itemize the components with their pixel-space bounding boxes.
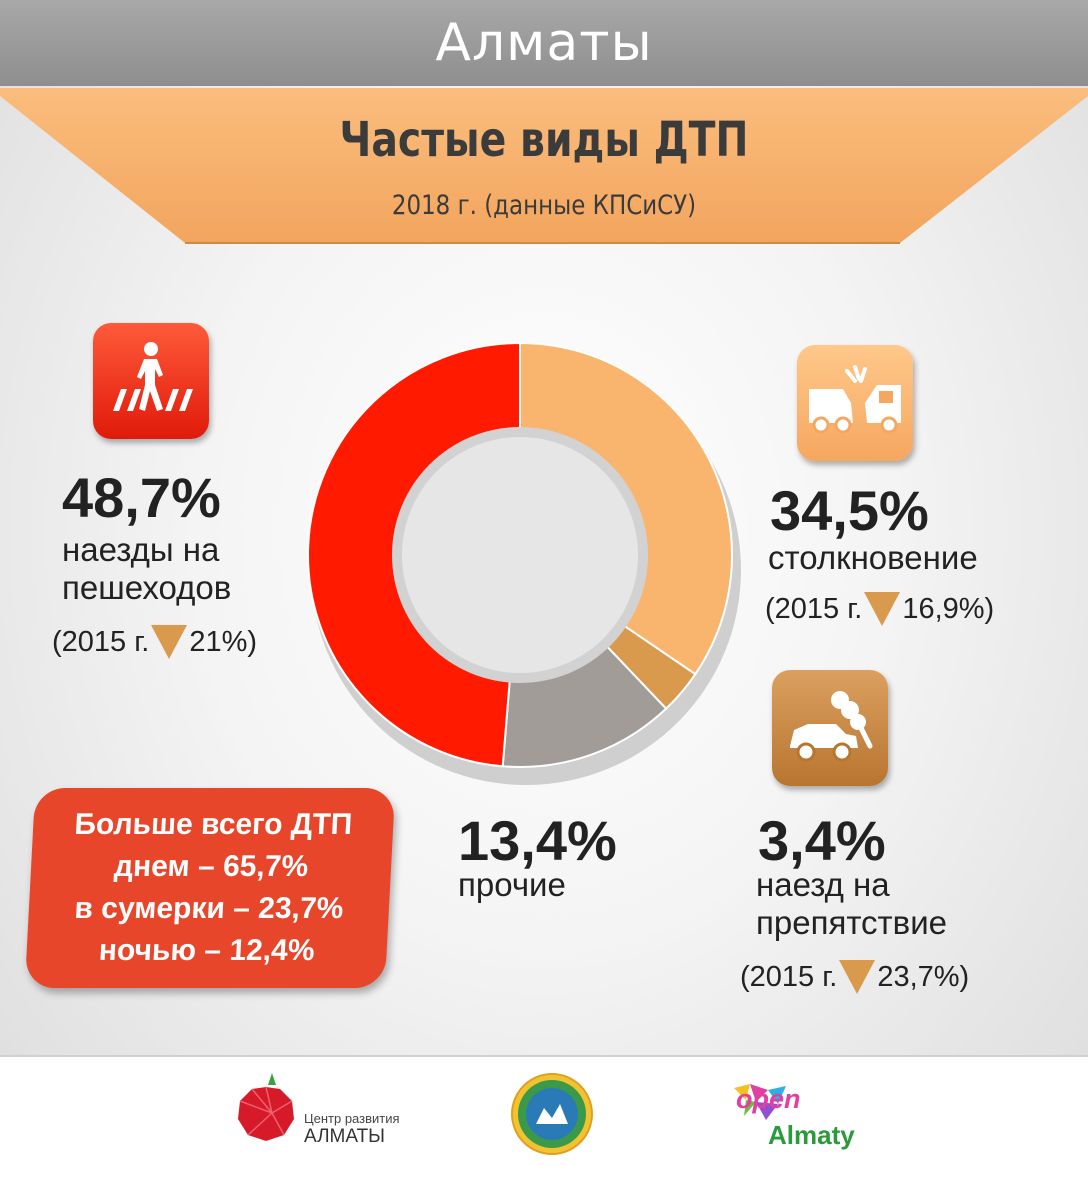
- callout-line1: Больше всего ДТП: [73, 808, 354, 841]
- obstacle-label-line1: наезд на: [756, 866, 890, 903]
- open-almaty-mosaic-icon: [734, 1084, 786, 1120]
- down-triangle-icon: [839, 960, 876, 994]
- car-collision-icon: [809, 365, 901, 434]
- pedestrian-comparison: (2015 г. 21%): [52, 625, 257, 659]
- logo1-line2: АЛМАТЫ: [304, 1126, 386, 1147]
- top-bar: Алматы: [0, 0, 1088, 86]
- collision-tile: [797, 345, 913, 461]
- obstacle-percent: 3,4%: [758, 809, 886, 872]
- collision-percent: 34,5%: [770, 479, 929, 542]
- logo3-open: open: [736, 1084, 801, 1114]
- collision-label: столкновение: [768, 539, 978, 576]
- center-development-logo: Центр развития АЛМАТЫ: [232, 1069, 400, 1164]
- car-obstacle-icon: [790, 691, 873, 762]
- logo1-line1: Центр развития: [304, 1111, 400, 1126]
- down-triangle-icon: [151, 625, 188, 659]
- almaty-emblem-icon: [511, 1073, 593, 1155]
- obstacle-tile: [772, 670, 888, 786]
- pedestrian-tile: [93, 323, 209, 439]
- callout-line3: в сумерки – 23,7%: [73, 892, 345, 925]
- red-gem-logo-icon: [238, 1073, 294, 1141]
- collision-cmp-prefix: (2015 г.: [765, 592, 863, 625]
- callout-line4: ночью – 12,4%: [98, 934, 316, 967]
- down-triangle-icon: [864, 592, 901, 626]
- callout-line2: днем – 65,7%: [113, 850, 310, 883]
- obstacle-cmp-value: 23,7%): [877, 960, 970, 993]
- logo3-city: Almaty: [768, 1120, 855, 1150]
- pedestrian-crossing-icon: [113, 342, 193, 411]
- time-of-day-callout: Больше всего ДТП днем – 65,7% в сумерки …: [24, 788, 396, 988]
- pedestrian-label-line1: наезды на: [62, 531, 220, 568]
- donut-hole-inner: [402, 437, 638, 673]
- footer: Центр развития АЛМАТЫ open Almaty: [0, 1055, 1088, 1177]
- title-ribbon: [0, 88, 1088, 248]
- other-percent: 13,4%: [458, 809, 617, 872]
- pedestrian-label-line2: пешеходов: [62, 569, 232, 606]
- collision-cmp-value: 16,9%): [902, 592, 995, 625]
- chart-title: Частые виды ДТП: [339, 112, 749, 168]
- chart-subtitle: 2018 г. (данные КПСиСУ): [391, 190, 697, 221]
- city-emblem: [510, 1072, 594, 1161]
- pedestrian-cmp-prefix: (2015 г.: [52, 625, 150, 658]
- other-label: прочие: [458, 866, 566, 903]
- obstacle-label-line2: препятствие: [756, 904, 947, 941]
- donut-chart: [307, 341, 741, 785]
- obstacle-cmp-prefix: (2015 г.: [740, 960, 838, 993]
- pedestrian-cmp-value: 21%): [189, 625, 258, 658]
- obstacle-comparison: (2015 г. 23,7%): [740, 960, 969, 994]
- pedestrian-percent: 48,7%: [62, 466, 221, 529]
- city-title: Алматы: [435, 13, 653, 73]
- collision-comparison: (2015 г. 16,9%): [765, 592, 994, 626]
